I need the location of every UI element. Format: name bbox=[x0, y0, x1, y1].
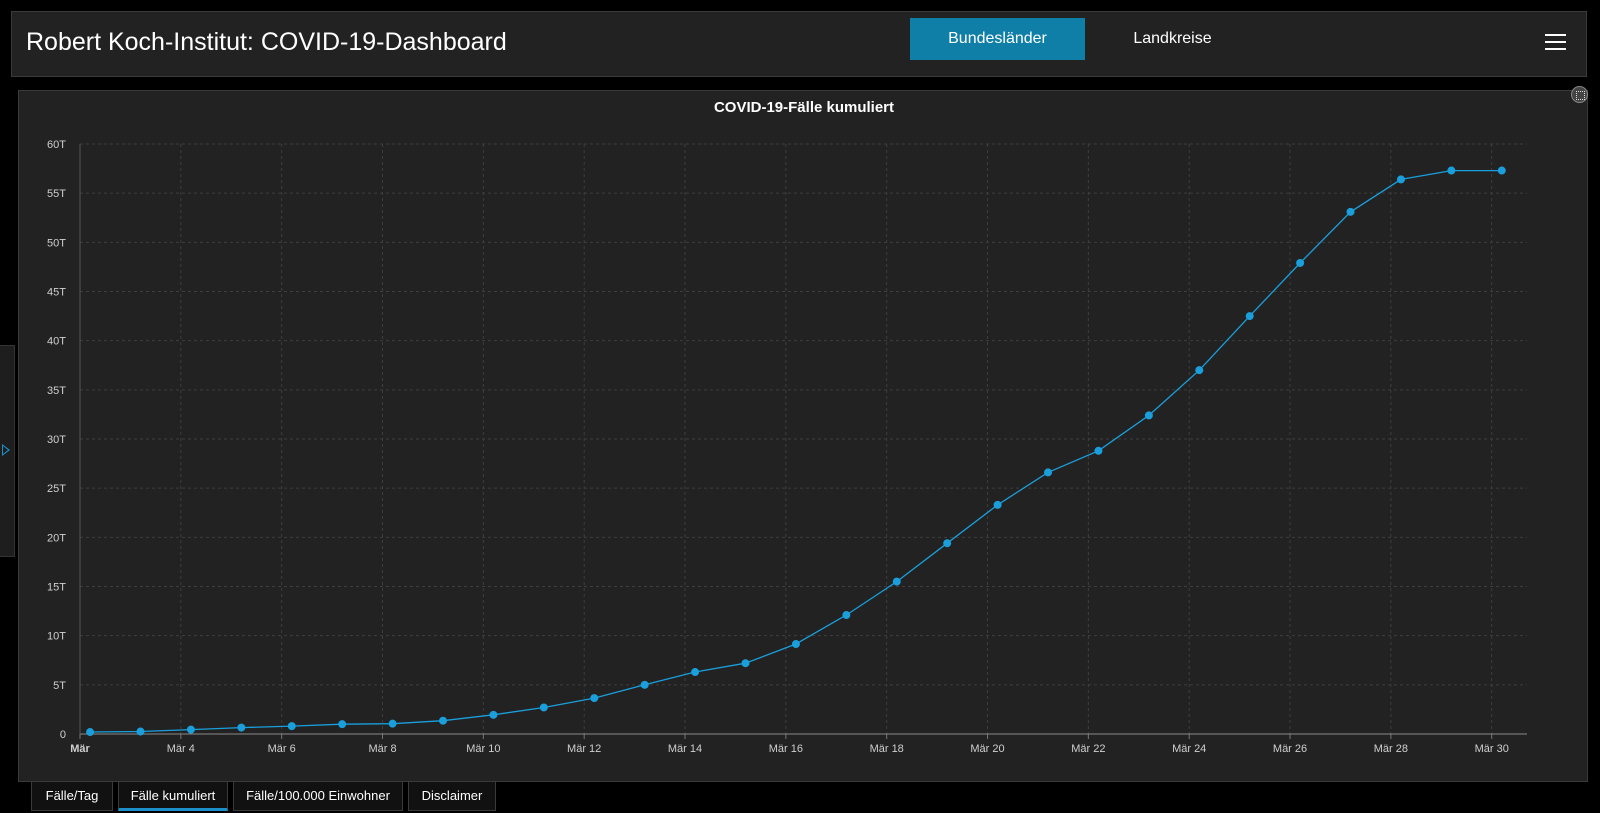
data-point bbox=[1396, 175, 1405, 184]
x-tick-label: Mär 28 bbox=[1374, 743, 1408, 755]
data-point bbox=[1044, 468, 1053, 477]
y-tick-label: 10T bbox=[47, 631, 66, 643]
data-point bbox=[388, 719, 397, 728]
x-tick-label: Mär 30 bbox=[1475, 743, 1509, 755]
x-tick-label: Mär 6 bbox=[268, 743, 296, 755]
tab-bundeslaender[interactable]: Bundesländer bbox=[910, 18, 1085, 60]
x-tick-label: Mär 20 bbox=[970, 743, 1004, 755]
data-point bbox=[791, 640, 800, 649]
tab-faelle-kumuliert[interactable]: Fälle kumuliert bbox=[118, 782, 228, 811]
y-tick-label: 30T bbox=[47, 434, 66, 446]
chevron-right-icon bbox=[2, 444, 10, 456]
data-point bbox=[86, 728, 95, 737]
data-point bbox=[489, 710, 498, 719]
app-header: Robert Koch-Institut: COVID-19-Dashboard… bbox=[11, 11, 1587, 77]
x-tick-label: Mär 14 bbox=[668, 743, 702, 755]
line-chart: 0 5T 10T 15T 20T 25T 30T 35T 40T 45T 50T 55T 60T Mär M… bbox=[47, 139, 1527, 755]
tab-disclaimer[interactable]: Disclaimer bbox=[408, 782, 496, 811]
tab-faelle-100000-einwohner[interactable]: Fälle/100.000 Einwohner bbox=[233, 782, 403, 811]
expand-icon[interactable] bbox=[1571, 86, 1588, 103]
y-tick-label: 45T bbox=[47, 287, 66, 299]
y-tick-label: 25T bbox=[47, 483, 66, 495]
x-tick-label: Mär 8 bbox=[368, 743, 396, 755]
x-tick-label: Mär 26 bbox=[1273, 743, 1307, 755]
y-tick-label: 35T bbox=[47, 385, 66, 397]
y-tick-label: 20T bbox=[47, 532, 66, 544]
data-point bbox=[892, 577, 901, 586]
tab-faelle-tag[interactable]: Fälle/Tag bbox=[31, 782, 113, 811]
data-point bbox=[1296, 258, 1305, 267]
side-panel-toggle[interactable] bbox=[0, 345, 15, 557]
x-tick-label: Mär 22 bbox=[1071, 743, 1105, 755]
x-tick-label: Mär 4 bbox=[167, 743, 195, 755]
data-point bbox=[943, 539, 952, 548]
y-tick-label: 40T bbox=[47, 336, 66, 348]
data-point bbox=[640, 680, 649, 689]
data-point bbox=[1447, 166, 1456, 175]
y-tick-label: 50T bbox=[47, 237, 66, 249]
data-point bbox=[1346, 207, 1355, 216]
data-point bbox=[338, 720, 347, 729]
y-tick-label: 15T bbox=[47, 582, 66, 594]
y-tick-label: 55T bbox=[47, 188, 66, 200]
x-tick-label: Mär 12 bbox=[567, 743, 601, 755]
data-point bbox=[439, 716, 448, 725]
chart-panel: COVID-19-Fälle kumuliert 0 5T 10T 15T 20T 25T… bbox=[18, 86, 1588, 782]
y-tick-label: 60T bbox=[47, 139, 66, 151]
chart-title: COVID-19-Fälle kumuliert bbox=[713, 99, 895, 116]
hamburger-menu-icon[interactable] bbox=[1545, 34, 1566, 51]
data-point bbox=[1144, 411, 1153, 420]
data-point bbox=[136, 727, 145, 736]
data-point bbox=[993, 500, 1002, 509]
data-point bbox=[741, 659, 750, 668]
data-point bbox=[539, 703, 548, 712]
x-tick-label: Mär 18 bbox=[870, 743, 904, 755]
page-title: Robert Koch-Institut: COVID-19-Dashboard bbox=[26, 28, 507, 56]
data-point bbox=[186, 725, 195, 734]
tab-landkreise[interactable]: Landkreise bbox=[1133, 30, 1212, 47]
x-tick-label: Mär 10 bbox=[466, 743, 500, 755]
y-tick-label: 0 bbox=[60, 729, 66, 741]
data-point bbox=[287, 722, 296, 731]
x-tick-label: Mär 16 bbox=[769, 743, 803, 755]
data-point bbox=[1497, 166, 1506, 175]
x-tick-label: Mär 24 bbox=[1172, 743, 1206, 755]
data-point bbox=[691, 668, 700, 677]
data-point bbox=[842, 611, 851, 620]
data-point bbox=[1195, 366, 1204, 375]
x-tick-label: Mär bbox=[70, 743, 90, 755]
data-point bbox=[1245, 312, 1254, 321]
data-point bbox=[237, 723, 246, 732]
data-point bbox=[1094, 446, 1103, 455]
y-tick-label: 5T bbox=[53, 680, 66, 692]
data-point bbox=[590, 694, 599, 703]
